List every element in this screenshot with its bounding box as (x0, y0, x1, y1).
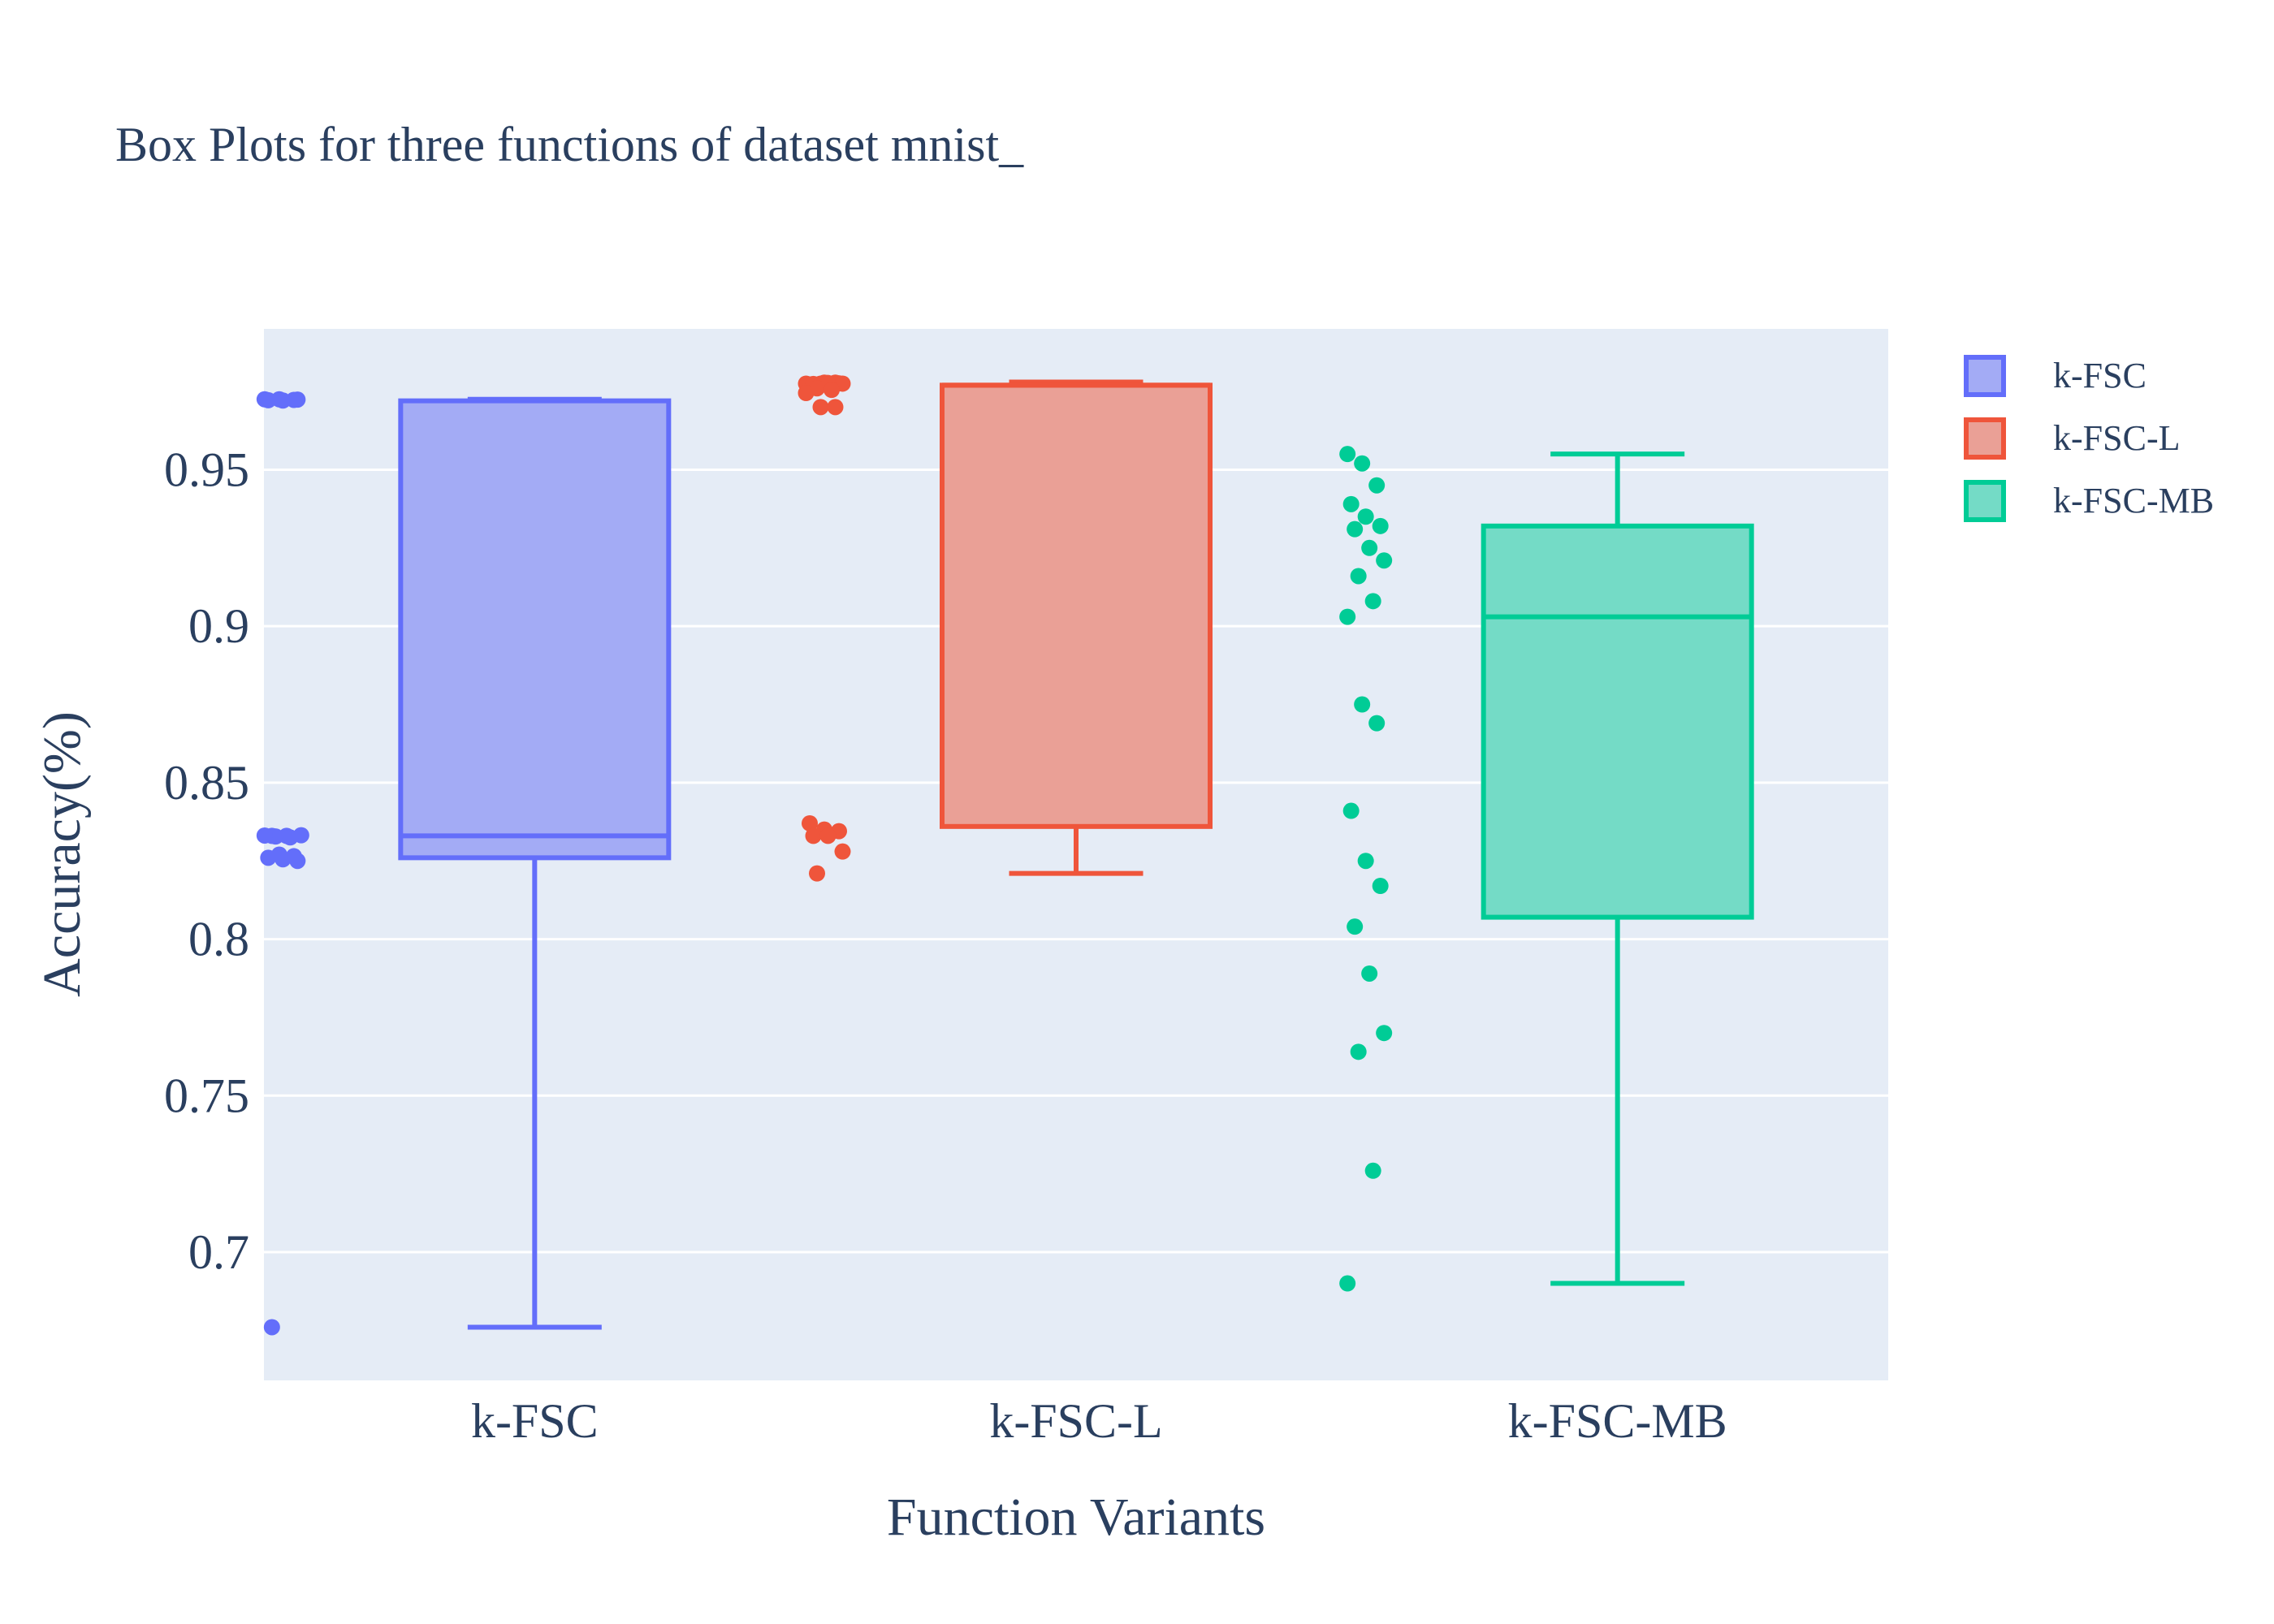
data-point (1376, 552, 1393, 569)
data-point (824, 382, 840, 399)
chart-title: Box Plots for three functions of dataset… (115, 118, 1024, 171)
data-point (1357, 853, 1374, 870)
data-point (819, 827, 837, 844)
box (1481, 523, 1754, 920)
data-point (1347, 918, 1364, 935)
data-point (1339, 1275, 1356, 1292)
data-point (1350, 1043, 1367, 1060)
data-point (809, 865, 825, 882)
data-point (834, 843, 851, 860)
data-point (1339, 446, 1356, 463)
series-layer (256, 374, 1754, 1336)
legend-label: k-FSC (2053, 356, 2146, 395)
data-point (812, 399, 829, 416)
legend-swatch (1964, 417, 2006, 460)
data-point (263, 1319, 280, 1336)
data-point (1350, 568, 1367, 585)
data-point (1372, 878, 1389, 895)
data-point (1361, 965, 1378, 982)
data-point (1354, 455, 1371, 472)
x-tick-label: k-FSC-L (989, 1394, 1162, 1448)
data-point (805, 827, 822, 844)
data-point (260, 391, 277, 408)
data-point (289, 391, 306, 408)
series-k-FSC (256, 391, 672, 1336)
y-tick-label: 0.8 (188, 913, 249, 966)
data-point (1368, 715, 1386, 732)
data-point (1342, 802, 1360, 819)
data-point (1339, 608, 1356, 625)
legend-swatch (1964, 355, 2006, 397)
data-point (1342, 495, 1360, 512)
legend-label: k-FSC-MB (2053, 481, 2214, 520)
data-point (798, 385, 815, 402)
x-axis-title: Function Variants (887, 1488, 1265, 1547)
y-tick-label: 0.85 (164, 756, 249, 810)
data-point (260, 849, 277, 866)
box (398, 398, 672, 861)
data-point (1357, 508, 1374, 525)
data-point (1354, 696, 1371, 713)
data-point (1347, 520, 1364, 538)
data-point (1368, 477, 1386, 494)
legend: k-FSC k-FSC-L k-FSC-MB (1964, 355, 2214, 522)
box (940, 382, 1213, 829)
x-tick-label: k-FSC-MB (1508, 1394, 1727, 1448)
legend-label: k-FSC-L (2053, 418, 2180, 458)
x-axis-ticks: k-FSC k-FSC-L k-FSC-MB (471, 1394, 1727, 1448)
y-axis-title: Accuracy(%) (32, 711, 92, 997)
y-tick-label: 0.75 (164, 1069, 249, 1122)
data-point (1364, 593, 1381, 610)
data-point (256, 827, 273, 844)
y-axis-ticks: 0.7 0.75 0.8 0.85 0.9 0.95 (164, 443, 249, 1279)
legend-swatch (1964, 480, 2006, 522)
data-point (802, 814, 818, 831)
data-point (1364, 1162, 1381, 1179)
data-point (1361, 539, 1378, 556)
y-tick-label: 0.9 (188, 599, 249, 653)
data-point (282, 829, 299, 846)
x-tick-label: k-FSC (471, 1394, 599, 1448)
data-point (1372, 517, 1389, 534)
series-k-FSC-L (798, 374, 1213, 882)
data-point (275, 851, 292, 868)
y-tick-label: 0.7 (188, 1225, 249, 1279)
series-k-FSC-MB (1339, 446, 1754, 1292)
y-tick-label: 0.95 (164, 443, 249, 496)
data-point (827, 399, 844, 416)
data-point (289, 853, 306, 870)
data-point (1376, 1025, 1393, 1042)
data-point (275, 392, 292, 409)
